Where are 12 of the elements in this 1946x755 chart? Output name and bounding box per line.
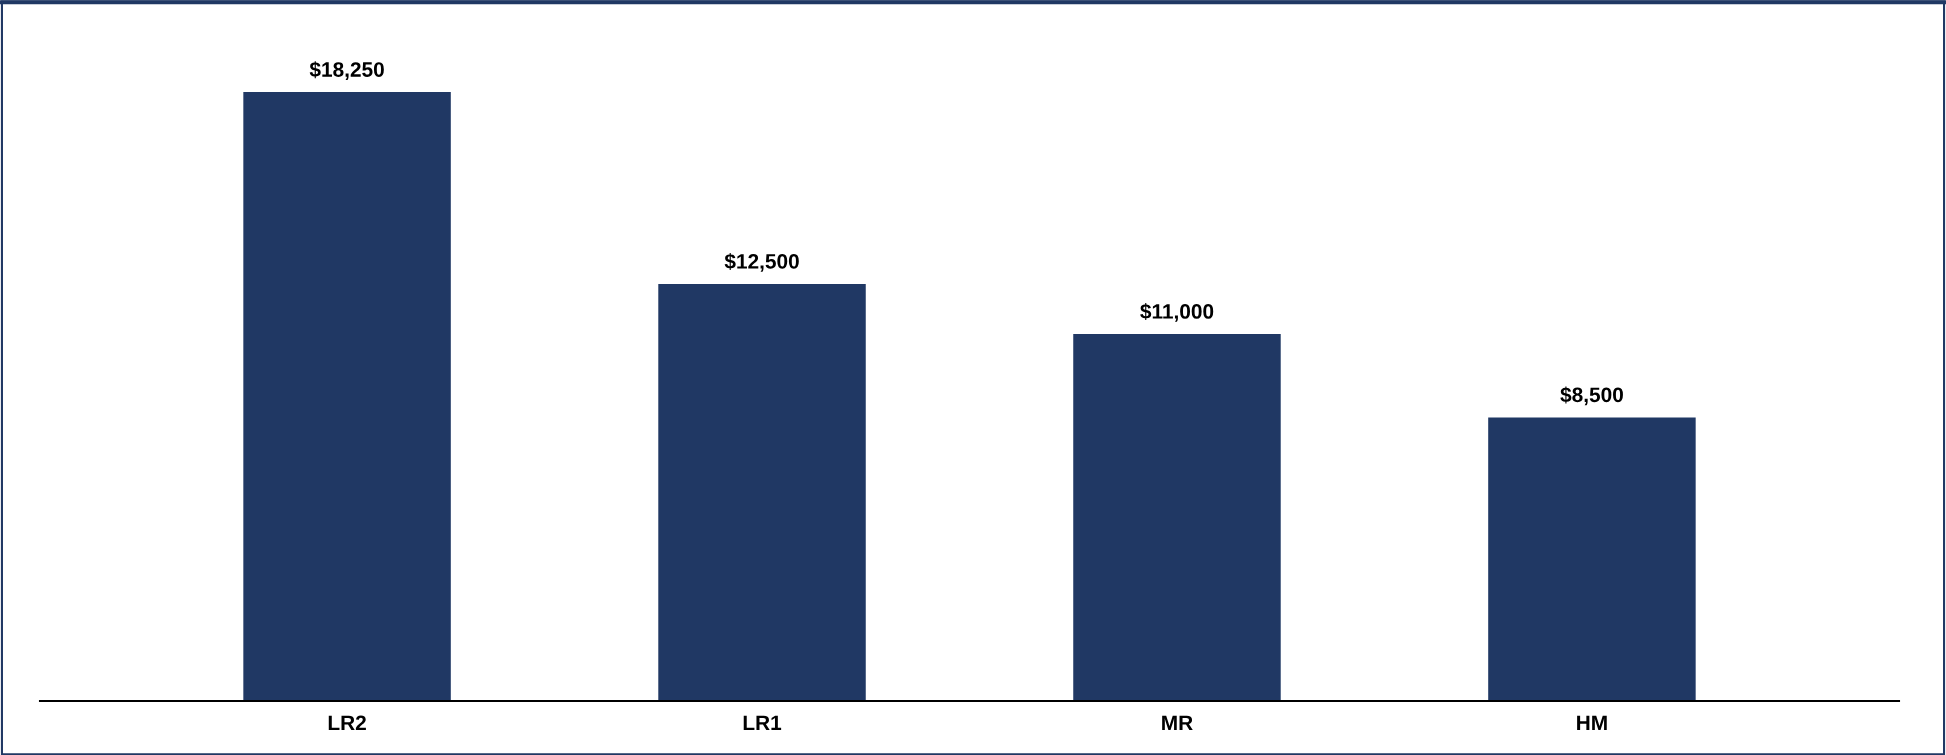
bar [1488,417,1696,701]
bar [658,283,866,701]
data-label: $8,500 [1560,386,1623,406]
data-label: $11,000 [1140,303,1214,322]
x-tick-label: LR1 [743,715,782,730]
x-tick-label: LR2 [328,715,366,730]
x-tick-label: HM [1577,715,1607,730]
data-label: $12,500 [724,253,799,272]
data-label: $18,250 [309,61,384,80]
bar [1073,334,1281,701]
bar [243,92,451,701]
x-tick-label: MR [1162,715,1193,730]
